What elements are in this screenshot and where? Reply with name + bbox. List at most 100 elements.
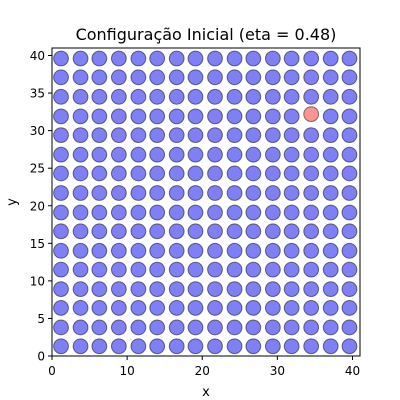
data-point bbox=[91, 338, 108, 355]
data-point bbox=[53, 338, 69, 355]
data-point bbox=[226, 261, 243, 278]
data-point bbox=[91, 204, 108, 221]
data-point bbox=[149, 146, 166, 163]
data-point bbox=[91, 146, 108, 163]
data-point bbox=[341, 146, 358, 163]
data-point bbox=[264, 281, 281, 298]
data-point bbox=[149, 165, 166, 182]
data-point bbox=[53, 281, 69, 298]
data-point bbox=[226, 88, 243, 105]
data-point bbox=[110, 281, 127, 298]
data-point bbox=[149, 300, 166, 316]
data-point bbox=[207, 88, 223, 105]
data-point bbox=[283, 69, 300, 86]
data-point bbox=[187, 281, 204, 298]
data-point bbox=[245, 204, 262, 221]
data-point bbox=[341, 185, 358, 201]
data-point bbox=[283, 165, 300, 182]
data-point bbox=[168, 242, 185, 259]
data-point bbox=[130, 261, 147, 278]
data-point bbox=[110, 261, 127, 278]
x-tick-label: 40 bbox=[345, 364, 360, 378]
data-point bbox=[130, 242, 147, 259]
data-point bbox=[207, 146, 223, 163]
y-tick-label: 35 bbox=[30, 87, 45, 101]
data-point bbox=[149, 50, 166, 67]
data-point bbox=[264, 50, 281, 67]
data-point bbox=[341, 204, 358, 221]
data-point bbox=[149, 338, 166, 355]
data-point bbox=[130, 127, 147, 144]
data-point bbox=[91, 261, 108, 278]
data-point bbox=[207, 165, 223, 182]
data-point bbox=[322, 223, 339, 240]
data-point bbox=[322, 127, 339, 144]
x-tick-label: 30 bbox=[270, 364, 285, 378]
data-point bbox=[303, 146, 320, 163]
data-point bbox=[91, 50, 108, 67]
data-point bbox=[72, 69, 89, 86]
data-point bbox=[53, 319, 69, 336]
data-point bbox=[283, 204, 300, 221]
y-tick-label: 5 bbox=[37, 312, 45, 326]
data-point bbox=[130, 50, 147, 67]
data-point bbox=[168, 319, 185, 336]
data-point bbox=[322, 69, 339, 86]
data-point bbox=[110, 88, 127, 105]
data-point bbox=[245, 223, 262, 240]
data-point bbox=[322, 185, 339, 201]
data-point bbox=[245, 69, 262, 86]
data-point bbox=[245, 185, 262, 201]
data-point bbox=[322, 319, 339, 336]
data-point bbox=[110, 50, 127, 67]
data-point bbox=[226, 146, 243, 163]
data-point bbox=[72, 281, 89, 298]
y-tick-label: 10 bbox=[30, 274, 45, 288]
data-point bbox=[341, 69, 358, 86]
data-point bbox=[53, 165, 69, 182]
data-point bbox=[91, 223, 108, 240]
data-point bbox=[245, 300, 262, 316]
data-point bbox=[226, 338, 243, 355]
data-point bbox=[91, 281, 108, 298]
data-point bbox=[72, 319, 89, 336]
data-point bbox=[72, 127, 89, 144]
data-point bbox=[245, 165, 262, 182]
data-point bbox=[72, 338, 89, 355]
data-point bbox=[207, 300, 223, 316]
data-point bbox=[168, 261, 185, 278]
data-point bbox=[187, 204, 204, 221]
data-point bbox=[149, 185, 166, 201]
data-point bbox=[226, 281, 243, 298]
data-point bbox=[53, 50, 69, 67]
data-point bbox=[283, 127, 300, 144]
data-point bbox=[341, 338, 358, 355]
data-point bbox=[187, 127, 204, 144]
data-point bbox=[303, 165, 320, 182]
data-point bbox=[187, 242, 204, 259]
data-point bbox=[110, 319, 127, 336]
data-point bbox=[264, 204, 281, 221]
data-point bbox=[91, 127, 108, 144]
data-point bbox=[322, 261, 339, 278]
data-point bbox=[207, 185, 223, 201]
data-point bbox=[226, 223, 243, 240]
data-point bbox=[110, 69, 127, 86]
data-point bbox=[187, 165, 204, 182]
data-point bbox=[245, 281, 262, 298]
data-point bbox=[187, 300, 204, 316]
data-point bbox=[187, 146, 204, 163]
data-point bbox=[130, 69, 147, 86]
data-point bbox=[283, 146, 300, 163]
data-point bbox=[245, 146, 262, 163]
data-point bbox=[110, 300, 127, 316]
data-point bbox=[245, 127, 262, 144]
data-point bbox=[322, 300, 339, 316]
data-point bbox=[149, 281, 166, 298]
data-point bbox=[283, 185, 300, 201]
data-point bbox=[72, 204, 89, 221]
data-point bbox=[207, 281, 223, 298]
data-point bbox=[91, 165, 108, 182]
data-point bbox=[72, 300, 89, 316]
data-point bbox=[53, 223, 69, 240]
